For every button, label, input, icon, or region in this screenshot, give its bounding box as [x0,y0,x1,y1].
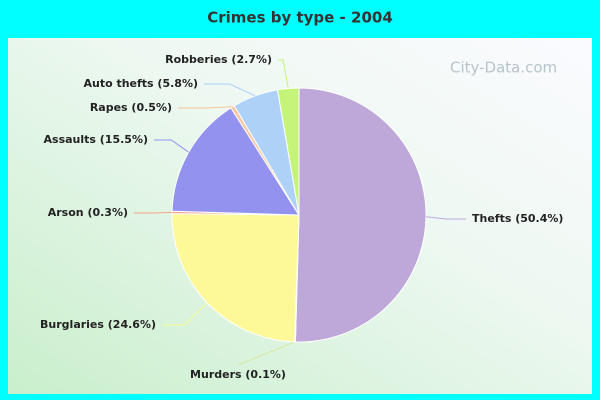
chart-title: Crimes by type - 2004 [207,9,393,27]
slice-label: Robberies (2.7%) [165,53,272,66]
pie-slice [276,87,300,216]
slice-label: Assaults (15.5%) [44,133,148,146]
slice-label: Thefts (50.4%) [472,212,563,225]
leader-line [237,341,296,366]
pie-slice [294,87,427,343]
slice-label: Rapes (0.5%) [90,101,172,114]
leader-line [204,83,256,97]
slice-label: Burglaries (24.6%) [40,318,156,331]
leader-line [162,302,208,326]
leader-line [154,139,189,153]
leader-line [134,211,173,214]
pie-slice [171,213,300,343]
watermark: City-Data.com [450,59,557,77]
leader-line [278,59,289,89]
pie-slice [171,107,300,216]
leader-line [425,216,466,220]
leader-line [178,106,233,109]
slice-label: Auto thefts (5.8%) [83,77,198,90]
slice-label: Arson (0.3%) [48,206,128,219]
slice-label: Murders (0.1%) [190,368,286,381]
